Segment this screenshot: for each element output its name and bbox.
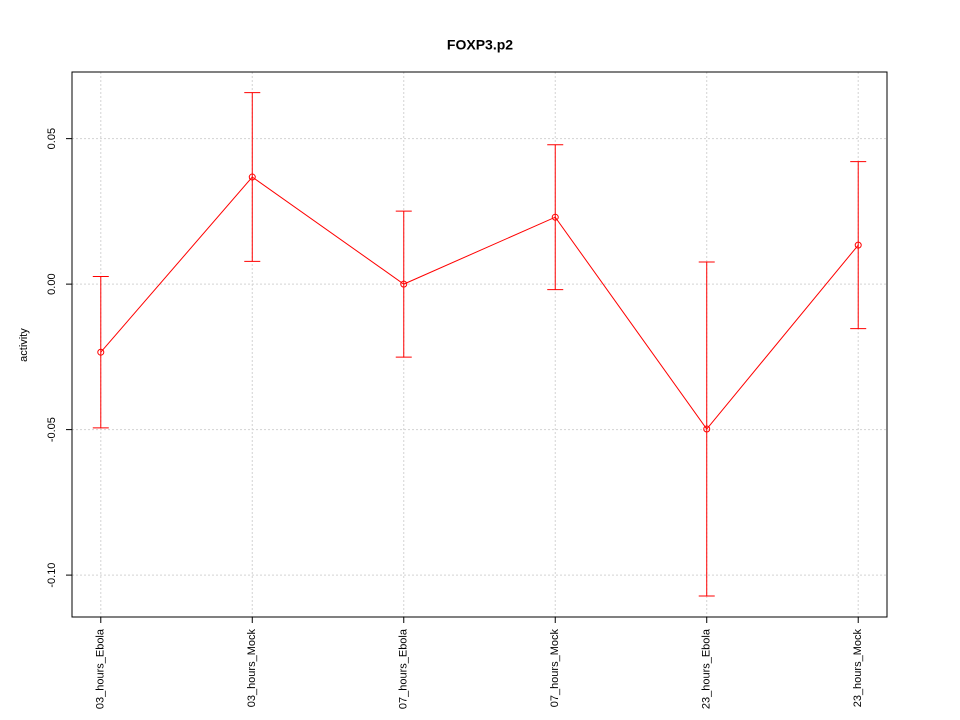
point (854, 241, 862, 249)
error-bar (395, 210, 412, 358)
y-tick-label: -0.10 (46, 563, 58, 588)
plot-frame (71, 71, 888, 618)
y-tick-label: -0.05 (46, 417, 58, 442)
y-tick-label: 0.00 (46, 273, 58, 294)
error-bar (850, 161, 867, 330)
x-tick-label: 23_hours_Ebola (701, 628, 713, 709)
x-tick-label: 23_hours_Mock (852, 629, 864, 708)
point (400, 280, 408, 288)
point (703, 425, 711, 433)
chart-title: FOXP3.p2 (447, 37, 513, 53)
x-tick-label: 03_hours_Mock (246, 629, 258, 708)
point (248, 173, 256, 181)
point (97, 348, 105, 356)
y-axis-label: activity (18, 328, 30, 362)
error-bar (244, 92, 261, 262)
x-tick-label: 07_hours_Mock (549, 629, 561, 708)
error-bar (92, 276, 109, 429)
series-line (100, 176, 859, 430)
point (551, 213, 559, 221)
error-bar (547, 144, 564, 291)
x-tick-label: 07_hours_Ebola (398, 628, 410, 709)
x-tick-label: 03_hours_Ebola (95, 628, 107, 709)
error-bar (698, 261, 715, 597)
y-tick-label: 0.05 (46, 128, 58, 149)
